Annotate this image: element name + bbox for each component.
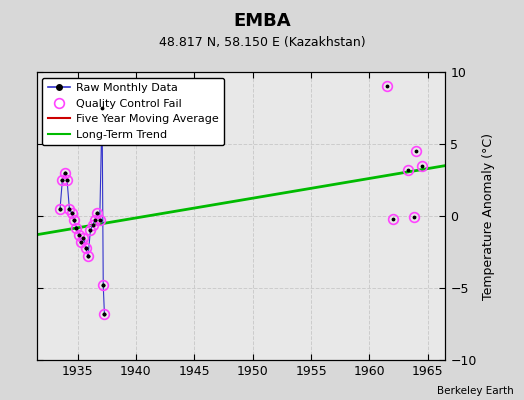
Text: 48.817 N, 58.150 E (Kazakhstan): 48.817 N, 58.150 E (Kazakhstan): [159, 36, 365, 49]
Text: EMBA: EMBA: [233, 12, 291, 30]
Text: Berkeley Earth: Berkeley Earth: [437, 386, 514, 396]
Legend: Raw Monthly Data, Quality Control Fail, Five Year Moving Average, Long-Term Tren: Raw Monthly Data, Quality Control Fail, …: [42, 78, 224, 145]
Y-axis label: Temperature Anomaly (°C): Temperature Anomaly (°C): [482, 132, 495, 300]
